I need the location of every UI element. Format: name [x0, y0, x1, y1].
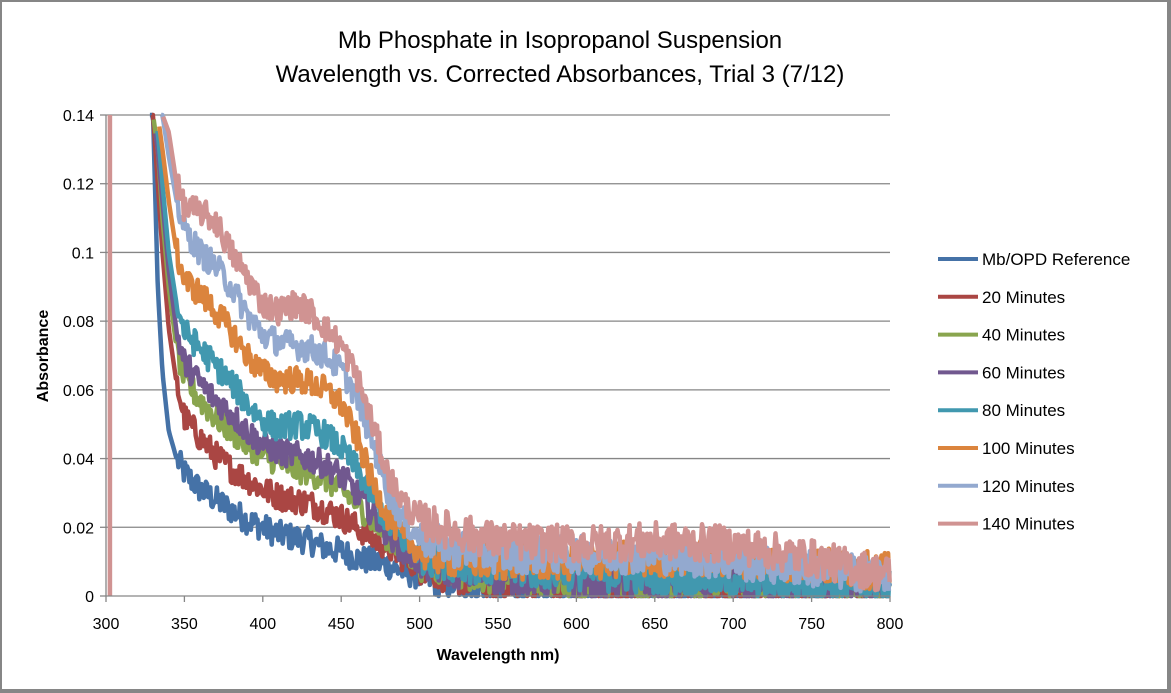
x-tick-label: 450: [328, 616, 355, 633]
legend-label: 100 Minutes: [982, 439, 1075, 458]
legend-item: 20 Minutes: [938, 288, 1065, 307]
y-tick-labels: 0 0.02 0.04 0.06 0.08 0.1 0.12 0.14: [63, 108, 94, 606]
gridlines: [100, 114, 890, 597]
legend-label: 60 Minutes: [982, 363, 1065, 382]
x-tick-label: 350: [171, 616, 198, 633]
x-tick-label: 500: [406, 616, 433, 633]
x-tick-label: 300: [93, 616, 120, 633]
x-axis-title: Wavelength nm): [437, 647, 560, 664]
y-axis-title: Absorbance: [35, 310, 52, 403]
x-tick-label: 700: [720, 616, 747, 633]
x-tick-label: 650: [641, 616, 668, 633]
legend-item: 60 Minutes: [938, 363, 1065, 382]
y-tick-label: 0.04: [63, 452, 94, 469]
y-tick-label: 0.12: [63, 177, 94, 194]
series-lines: [107, 112, 892, 599]
x-tick-label: 800: [877, 616, 904, 633]
y-tick-label: 0.06: [63, 383, 94, 400]
series-line-7: [160, 115, 892, 593]
legend-label: 120 Minutes: [982, 477, 1075, 496]
legend-label: Mb/OPD Reference: [982, 250, 1130, 269]
x-tick-label: 600: [563, 616, 590, 633]
legend-label: 140 Minutes: [982, 515, 1075, 534]
legend-item: 80 Minutes: [938, 401, 1065, 420]
x-tick-label: 400: [249, 616, 276, 633]
legend-label: 80 Minutes: [982, 401, 1065, 420]
legend-item: 100 Minutes: [938, 439, 1075, 458]
y-tick-label: 0.02: [63, 520, 94, 537]
legend-item: Mb/OPD Reference: [938, 250, 1130, 269]
legend-item: 140 Minutes: [938, 515, 1075, 534]
legend-label: 40 Minutes: [982, 326, 1065, 345]
x-tick-label: 550: [485, 616, 512, 633]
legend: Mb/OPD Reference 20 Minutes 40 Minutes 60 M…: [938, 250, 1130, 534]
y-tick-label: 0.1: [72, 245, 94, 262]
axes: [105, 115, 891, 602]
legend-item: 120 Minutes: [938, 477, 1075, 496]
y-tick-label: 0.08: [63, 314, 94, 331]
chart-title: Mb Phosphate in Isopropanol Suspension: [337, 27, 783, 54]
y-tick-label: 0: [85, 589, 94, 606]
x-tick-label: 750: [798, 616, 825, 633]
legend-label: 20 Minutes: [982, 288, 1065, 307]
x-tick-labels: 300 350 400 450 500 550 600 650 700 750 800: [93, 616, 904, 633]
y-tick-label: 0.14: [63, 108, 94, 125]
legend-item: 40 Minutes: [938, 326, 1065, 345]
chart-subtitle: Wavelength vs. Corrected Absorbances, Tr…: [275, 61, 845, 88]
